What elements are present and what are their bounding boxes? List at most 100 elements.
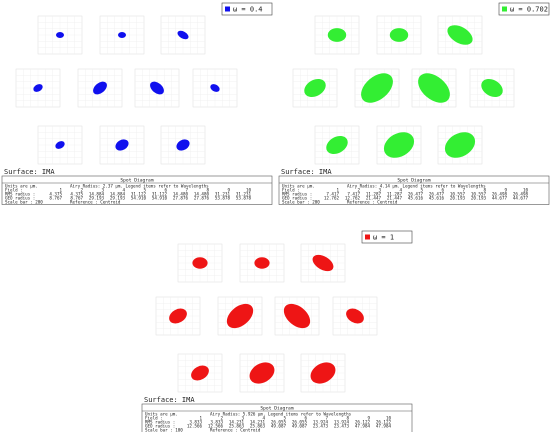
row-value: 4.375 <box>70 192 83 197</box>
row-value: 44.677 <box>513 196 529 201</box>
row-value: 10 <box>246 188 252 193</box>
row-value: 2 <box>357 188 360 193</box>
row-value: 3.833 <box>210 420 223 425</box>
row-value: 5 <box>283 416 286 421</box>
table-title: Spot Diagram <box>120 178 153 184</box>
row-value: 8 <box>206 188 209 193</box>
row-value: 54.910 <box>152 196 168 201</box>
row-value: 26.477 <box>429 192 445 197</box>
legend-box <box>221 2 273 16</box>
reference: Reference : Centroid <box>70 200 121 205</box>
row-value: 12.566 <box>187 424 203 429</box>
spot-cell <box>77 68 123 108</box>
table-box <box>141 403 413 432</box>
spot <box>389 28 409 42</box>
row-label: RMS radius : <box>5 192 35 197</box>
row-value: 21.447 <box>366 196 382 201</box>
spot-cell <box>300 353 346 393</box>
spot <box>283 303 311 329</box>
row-value: 26.498 <box>492 192 508 197</box>
row-value: 26.477 <box>408 192 424 197</box>
row-value: 8.767 <box>49 196 62 201</box>
row-value: 14.231 <box>250 420 266 425</box>
row-value: 9 <box>504 188 507 193</box>
row-value: 14.884 <box>110 192 126 197</box>
spot <box>361 73 393 103</box>
row-value: 29.193 <box>110 196 126 201</box>
row-value: 49.087 <box>292 424 308 429</box>
spot-cell <box>239 353 285 393</box>
legend-label: ω = 0.4 <box>233 6 263 14</box>
airy: Airy Radius: 5.926 µm. Legend items refe… <box>210 412 352 417</box>
spot <box>176 139 190 151</box>
row-label: Field : <box>5 188 23 193</box>
surface-label: Surface: IMA <box>4 168 55 176</box>
row-value: 1 <box>59 188 62 193</box>
spot <box>169 308 187 324</box>
surface-label: Surface: IMA <box>144 396 195 404</box>
spot <box>326 135 348 155</box>
spot-cell <box>160 125 206 165</box>
spot-cell <box>437 15 483 55</box>
reference: Reference : Centroid <box>347 200 398 205</box>
spot <box>304 78 326 98</box>
spot-panel: ω = 0.4 Surface: IMA Spot Diagram Units are… <box>1 2 273 205</box>
row-value: 45.616 <box>408 196 424 201</box>
table-title: Spot Diagram <box>397 178 430 184</box>
spot-cell <box>217 296 263 336</box>
row-value: 44.677 <box>492 196 508 201</box>
spot <box>192 257 208 269</box>
units: Units are µm. <box>282 184 315 189</box>
row-value: 14.480 <box>194 192 210 197</box>
spot <box>418 73 450 103</box>
row-value: 10 <box>523 188 529 193</box>
row-value: 5 <box>143 188 146 193</box>
spot-panel: ω = 0.702 Surface: IMA Spot Diagram Units a… <box>278 2 550 205</box>
row-value: 1 <box>336 188 339 193</box>
row-value: 4 <box>122 188 125 193</box>
row-value: 3.833 <box>189 420 202 425</box>
spot <box>55 141 65 149</box>
row-value: 12.566 <box>208 424 224 429</box>
legend-swatch <box>365 234 370 240</box>
row-label: GEO radius : <box>5 196 35 201</box>
spot-cell <box>177 353 223 393</box>
row-value: 3 <box>378 188 381 193</box>
row-value: 7.417 <box>347 192 360 197</box>
row-value: 47.984 <box>376 424 392 429</box>
scale-bar: Scale bar : 200 <box>282 200 320 205</box>
spot-cell <box>155 296 201 336</box>
row-value: 10 <box>386 416 392 421</box>
row-value: 31.231 <box>215 192 231 197</box>
row-value: 53.878 <box>236 196 252 201</box>
row-label: GEO radius : <box>282 196 312 201</box>
spot-cell <box>15 68 61 108</box>
spot-cell <box>314 15 360 55</box>
row-label: RMS radius : <box>145 420 175 425</box>
spot-cell <box>274 296 320 336</box>
row-value: 25.863 <box>250 424 266 429</box>
row-value: 53.878 <box>215 196 231 201</box>
airy: Airy Radius: 2.37 µm. Legend items refer… <box>70 184 209 189</box>
row-value: 47.984 <box>355 424 371 429</box>
spot-cell <box>411 68 457 108</box>
row-value: 12.762 <box>345 196 361 201</box>
legend-label: ω = 1 <box>373 234 394 242</box>
row-value: 3 <box>241 416 244 421</box>
row-value: 7 <box>325 416 328 421</box>
row-value: 45.616 <box>429 196 445 201</box>
spot <box>249 362 275 384</box>
spot <box>383 132 415 158</box>
row-value: 49.087 <box>271 424 287 429</box>
row-value: 4 <box>399 188 402 193</box>
spot-cell <box>99 125 145 165</box>
row-value: 8 <box>483 188 486 193</box>
row-value: 2 <box>220 416 223 421</box>
row-value: 26.122 <box>376 420 392 425</box>
table-title: Spot Diagram <box>260 406 293 412</box>
row-value: 26.055 <box>292 420 308 425</box>
row-value: 25.863 <box>229 424 245 429</box>
table-box <box>278 175 550 205</box>
row-value: 29.193 <box>89 196 105 201</box>
row-value: 7 <box>462 188 465 193</box>
